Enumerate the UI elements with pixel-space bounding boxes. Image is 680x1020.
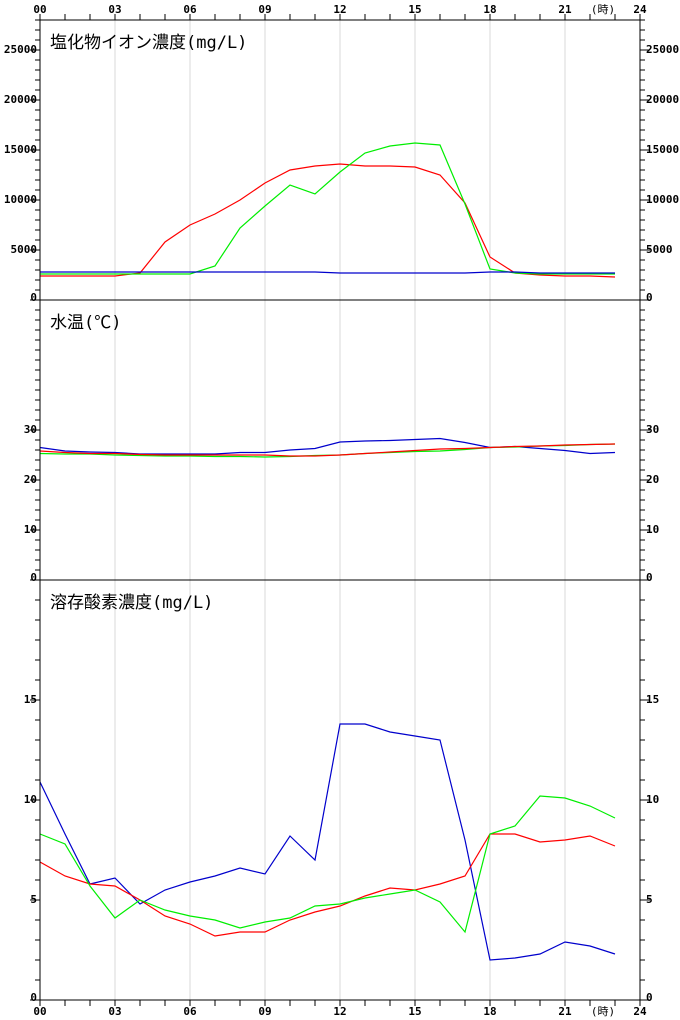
y-tick-label: 5 <box>646 893 653 906</box>
y-tick-label: 15000 <box>4 143 37 156</box>
x-tick-label: 15 <box>408 1005 421 1018</box>
x-tick-label: 21 <box>558 1005 572 1018</box>
y-tick-label: 30 <box>646 423 659 436</box>
x-tick-label: 06 <box>183 1005 197 1018</box>
panel-title: 溶存酸素濃度(mg/L) <box>50 593 213 613</box>
x-tick-label: 09 <box>258 1005 271 1018</box>
x-tick-label: 00 <box>33 3 46 16</box>
y-tick-label: 30 <box>24 423 37 436</box>
x-tick-label: 06 <box>183 3 197 16</box>
data-line <box>39 833 616 937</box>
y-tick-label: 0 <box>646 291 653 304</box>
y-tick-label: 10 <box>24 523 37 536</box>
panel-title: 塩化物イオン濃度(mg/L) <box>50 33 247 53</box>
data-line <box>40 271 615 274</box>
y-tick-label: 20000 <box>4 93 37 106</box>
y-tick-label: 15 <box>24 693 37 706</box>
y-tick-label: 25000 <box>646 43 679 56</box>
x-tick-label: 03 <box>108 1005 121 1018</box>
y-tick-label: 0 <box>30 291 37 304</box>
y-tick-label: 0 <box>30 991 37 1004</box>
x-tick-label: 00 <box>33 1005 46 1018</box>
y-tick-label: 15 <box>646 693 659 706</box>
x-tick-label: 15 <box>408 3 421 16</box>
x-tick-label: 09 <box>258 3 271 16</box>
x-tick-label: 24 <box>633 3 647 16</box>
y-tick-label: 10 <box>24 793 37 806</box>
x-tick-label: 12 <box>333 3 346 16</box>
y-tick-label: 5000 <box>646 243 673 256</box>
x-tick-label: 03 <box>108 3 121 16</box>
y-tick-label: 20 <box>646 473 659 486</box>
x-tick-label: 24 <box>633 1005 647 1018</box>
x-axis-unit: (時) <box>591 3 615 16</box>
y-tick-label: 5 <box>30 893 37 906</box>
panel-title: 水温(℃) <box>50 313 121 333</box>
x-tick-label: 21 <box>558 3 572 16</box>
y-tick-label: 10 <box>646 523 659 536</box>
data-line <box>39 443 616 457</box>
y-tick-label: 5000 <box>11 243 38 256</box>
y-tick-label: 15000 <box>646 143 679 156</box>
x-axis-unit: (時) <box>591 1005 615 1018</box>
y-tick-label: 10000 <box>4 193 37 206</box>
data-line <box>40 163 616 278</box>
y-tick-label: 20000 <box>646 93 679 106</box>
x-tick-label: 12 <box>333 1005 346 1018</box>
y-tick-label: 10000 <box>646 193 679 206</box>
data-line <box>39 723 616 961</box>
x-tick-label: 18 <box>483 3 496 16</box>
y-tick-label: 0 <box>646 571 653 584</box>
y-tick-label: 0 <box>30 571 37 584</box>
y-tick-label: 0 <box>646 991 653 1004</box>
data-line <box>39 795 616 934</box>
x-tick-label: 18 <box>483 1005 496 1018</box>
y-tick-label: 25000 <box>4 43 37 56</box>
data-line <box>40 142 615 275</box>
y-tick-label: 10 <box>646 793 659 806</box>
y-tick-label: 20 <box>24 473 37 486</box>
